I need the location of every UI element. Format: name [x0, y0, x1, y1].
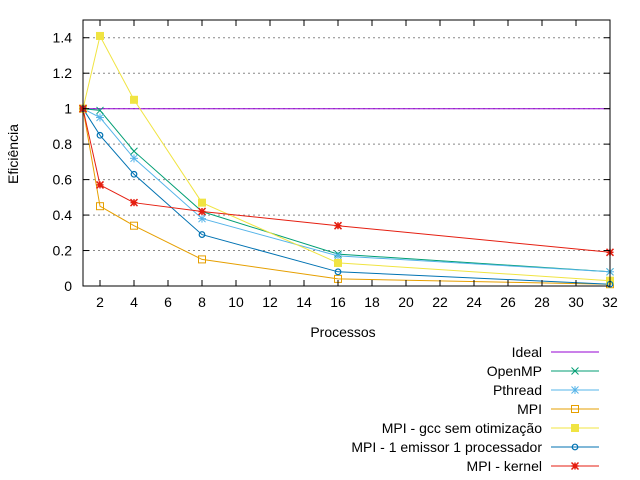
y-tick-label: 1 — [64, 101, 72, 117]
legend-entry: OpenMP — [487, 363, 599, 379]
data-point — [198, 255, 206, 264]
legend-label: OpenMP — [487, 363, 542, 379]
x-tick-label: 2 — [96, 294, 104, 310]
legend-label: MPI - kernel — [467, 458, 542, 474]
x-tick-label: 24 — [466, 294, 482, 310]
data-point — [96, 113, 104, 122]
x-tick-label: 30 — [568, 294, 584, 310]
data-point — [334, 268, 342, 276]
y-axis-title: Eficiência — [5, 124, 21, 184]
x-tick-label: 28 — [534, 294, 550, 310]
data-point — [130, 95, 138, 104]
data-point — [130, 221, 138, 230]
x-tick-label: 22 — [432, 294, 448, 310]
legend-label: MPI — [517, 401, 542, 417]
x-tick-label: 20 — [398, 294, 414, 310]
x-axis-title: Processos — [310, 324, 375, 340]
data-point — [96, 106, 104, 115]
y-tick-label: 0.6 — [53, 172, 73, 188]
series-line — [82, 108, 611, 273]
data-point — [571, 386, 579, 394]
x-tick-label: 26 — [500, 294, 516, 310]
legend-entry: Ideal — [512, 344, 599, 360]
y-tick-label: 1.4 — [53, 30, 73, 46]
x-tick-label: 4 — [130, 294, 138, 310]
data-point — [198, 231, 206, 238]
data-point — [96, 131, 104, 139]
series-line — [82, 108, 611, 285]
data-point — [129, 198, 139, 207]
x-tick-label: 18 — [364, 294, 380, 310]
x-axis-ticks: 2 4 6 8 10 12 14 16 18 20 22 24 26 28 30 32 — [96, 20, 618, 310]
series-line — [82, 108, 611, 273]
data-point — [130, 170, 138, 178]
x-tick-label: 12 — [262, 294, 278, 310]
data-point — [198, 198, 206, 207]
data-point — [571, 405, 579, 413]
x-tick-label: 10 — [228, 294, 244, 310]
legend-label: MPI - gcc sem otimização — [382, 420, 542, 436]
x-tick-label: 32 — [602, 294, 618, 310]
data-point — [130, 154, 138, 163]
x-tick-label: 6 — [164, 294, 172, 310]
legend-label: Ideal — [512, 344, 542, 360]
y-tick-label: 1.2 — [53, 65, 73, 81]
series-line — [82, 34, 611, 282]
legend-label: Pthread — [493, 382, 542, 398]
data-point — [334, 251, 342, 260]
legend-entry: MPI - 1 emissor 1 processador — [351, 439, 599, 455]
legend-entry: MPI — [517, 401, 599, 417]
y-tick-label: 0.4 — [53, 207, 73, 223]
y-axis-ticks: 0 0.2 0.4 0.6 0.8 1 1.2 1.4 — [53, 30, 610, 294]
x-tick-label: 14 — [296, 294, 312, 310]
x-tick-label: 16 — [330, 294, 346, 310]
data-point — [571, 424, 579, 432]
series-markers — [78, 31, 615, 289]
x-tick-label: 8 — [198, 294, 206, 310]
data-point — [334, 258, 342, 267]
data-point — [333, 221, 343, 230]
data-point — [198, 214, 206, 223]
legend-label: MPI - 1 emissor 1 processador — [351, 439, 542, 455]
legend-entry: Pthread — [493, 382, 599, 398]
data-point — [96, 31, 104, 40]
series-line — [82, 108, 611, 285]
series-lines — [82, 34, 611, 285]
y-tick-label: 0.2 — [53, 243, 73, 259]
data-point — [571, 367, 579, 375]
plot-frame — [82, 19, 611, 287]
data-point — [96, 202, 104, 211]
data-point — [197, 207, 207, 216]
legend-entry: MPI - kernel — [467, 458, 599, 474]
legend-entry: MPI - gcc sem otimização — [382, 420, 599, 436]
data-point — [130, 147, 138, 156]
data-point — [570, 461, 580, 471]
data-point — [95, 180, 105, 189]
y-tick-label: 0 — [64, 278, 72, 294]
series-line — [82, 108, 611, 253]
data-point — [571, 443, 579, 451]
y-tick-label: 0.8 — [53, 136, 73, 152]
grid-lines — [83, 37, 610, 252]
legend: Ideal OpenMP Pthread MPI MPI - gcc sem otimi… — [351, 344, 599, 474]
